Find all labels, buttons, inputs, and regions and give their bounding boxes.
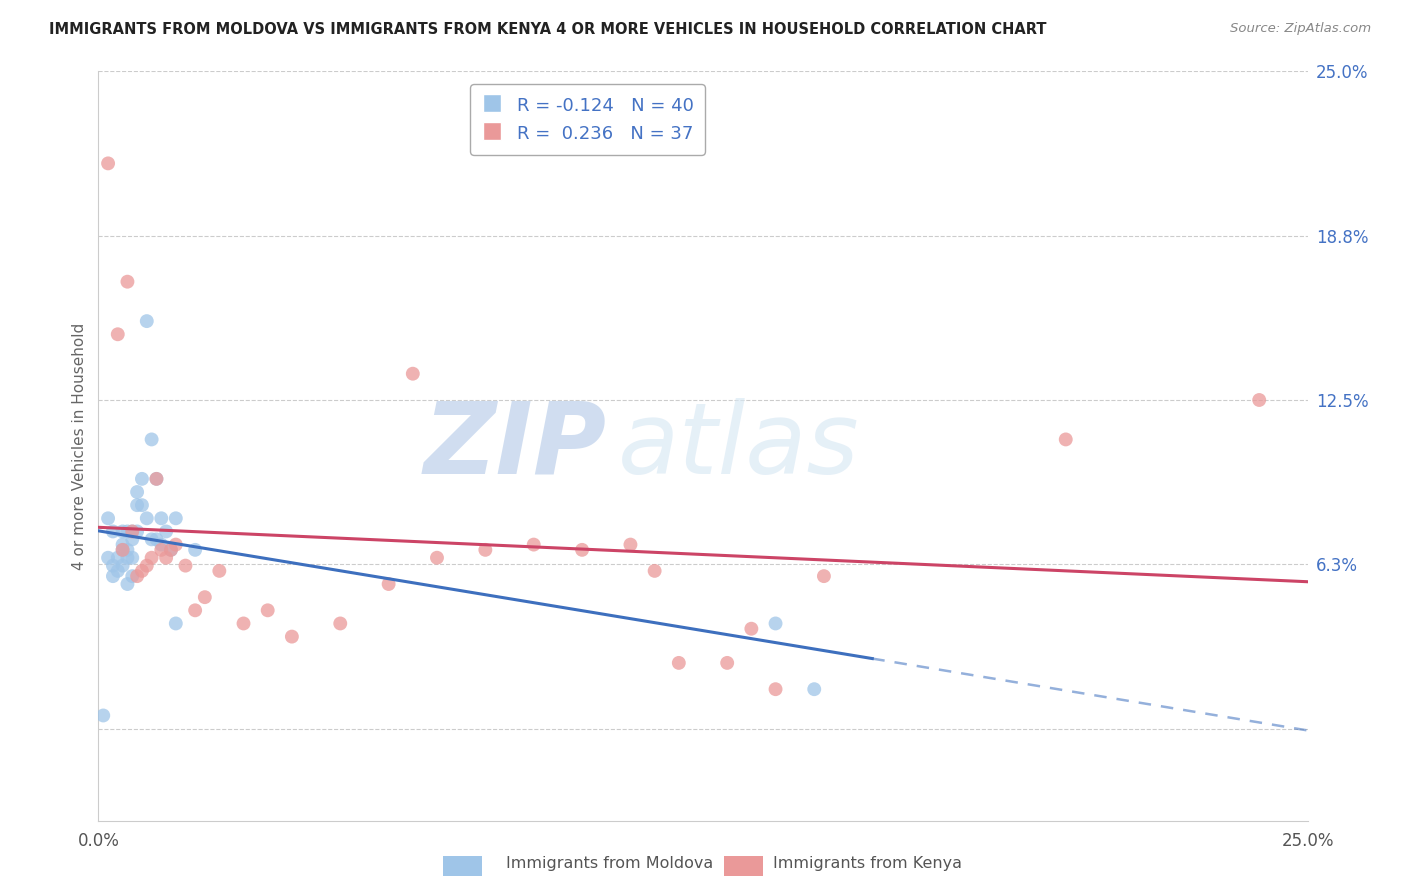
Point	[131, 498, 153, 512]
Text: ZIP: ZIP	[423, 398, 606, 494]
Point	[97, 156, 120, 170]
Text: Source: ZipAtlas.com: Source: ZipAtlas.com	[1230, 22, 1371, 36]
Y-axis label: 4 or more Vehicles in Household: 4 or more Vehicles in Household	[72, 322, 87, 570]
Point	[97, 550, 120, 565]
Point	[145, 533, 167, 547]
Point	[145, 472, 167, 486]
Point	[101, 524, 124, 539]
Point	[101, 558, 124, 573]
Point	[765, 616, 787, 631]
Point	[127, 485, 149, 500]
Point	[141, 550, 163, 565]
Point	[765, 682, 787, 697]
Point	[194, 590, 217, 604]
Point	[256, 603, 278, 617]
Point	[111, 542, 134, 557]
Point	[145, 472, 167, 486]
Point	[803, 682, 825, 697]
Point	[571, 542, 593, 557]
Point	[117, 542, 139, 557]
Point	[329, 616, 352, 631]
Point	[127, 524, 149, 539]
Point	[127, 498, 149, 512]
Point	[107, 550, 129, 565]
Point	[111, 538, 134, 552]
Point	[208, 564, 231, 578]
Point	[121, 569, 143, 583]
Point	[141, 533, 163, 547]
Point	[150, 542, 173, 557]
Point	[1054, 433, 1077, 447]
Point	[174, 558, 197, 573]
Point	[232, 616, 254, 631]
Point	[740, 622, 762, 636]
Point	[111, 542, 134, 557]
Text: IMMIGRANTS FROM MOLDOVA VS IMMIGRANTS FROM KENYA 4 OR MORE VEHICLES IN HOUSEHOLD: IMMIGRANTS FROM MOLDOVA VS IMMIGRANTS FR…	[49, 22, 1046, 37]
Point	[121, 533, 143, 547]
Point	[155, 524, 177, 539]
Text: Immigrants from Moldova: Immigrants from Moldova	[506, 856, 713, 871]
Point	[165, 616, 187, 631]
Point	[1249, 392, 1271, 407]
Point	[426, 550, 449, 565]
Point	[160, 542, 183, 557]
Text: Immigrants from Kenya: Immigrants from Kenya	[773, 856, 962, 871]
Point	[117, 550, 139, 565]
Point	[111, 558, 134, 573]
Point	[377, 577, 399, 591]
Point	[619, 538, 641, 552]
Point	[150, 511, 173, 525]
Point	[131, 472, 153, 486]
Point	[117, 275, 139, 289]
Point	[107, 564, 129, 578]
Point	[813, 569, 835, 583]
Point	[117, 577, 139, 591]
Point	[281, 630, 304, 644]
Text: atlas: atlas	[619, 398, 860, 494]
Point	[184, 542, 207, 557]
Point	[121, 550, 143, 565]
Point	[131, 564, 153, 578]
Point	[111, 524, 134, 539]
Point	[135, 558, 157, 573]
Point	[121, 524, 143, 539]
Point	[155, 550, 177, 565]
Point	[165, 511, 187, 525]
Point	[135, 511, 157, 525]
Point	[107, 327, 129, 342]
Point	[716, 656, 738, 670]
Point	[101, 569, 124, 583]
Point	[160, 542, 183, 557]
Point	[135, 314, 157, 328]
Point	[402, 367, 425, 381]
Legend: R = -0.124   N = 40, R =  0.236   N = 37: R = -0.124 N = 40, R = 0.236 N = 37	[470, 84, 704, 154]
Point	[523, 538, 546, 552]
Point	[474, 542, 496, 557]
Point	[97, 511, 120, 525]
Point	[141, 433, 163, 447]
Point	[150, 538, 173, 552]
Point	[644, 564, 666, 578]
Point	[165, 538, 187, 552]
Point	[117, 524, 139, 539]
Point	[127, 569, 149, 583]
Point	[121, 524, 143, 539]
Point	[91, 708, 114, 723]
Point	[668, 656, 690, 670]
Point	[184, 603, 207, 617]
